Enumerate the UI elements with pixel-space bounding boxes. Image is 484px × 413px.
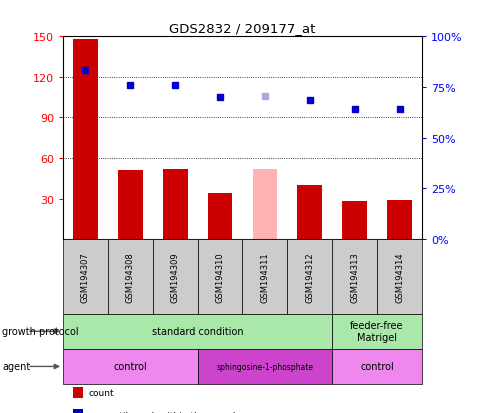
Bar: [386, 200, 411, 240]
Bar: [152, 240, 197, 314]
Bar: [252, 169, 277, 240]
Text: percentile rank within the sample: percentile rank within the sample: [88, 411, 241, 413]
Text: GSM194314: GSM194314: [394, 252, 403, 302]
Text: GSM194310: GSM194310: [215, 252, 224, 302]
Bar: [297, 185, 321, 240]
Bar: [118, 171, 142, 240]
Text: agent: agent: [2, 361, 30, 372]
Bar: [73, 40, 98, 240]
Bar: [63, 349, 197, 384]
Title: GDS2832 / 209177_at: GDS2832 / 209177_at: [169, 21, 315, 35]
Text: GSM194313: GSM194313: [349, 252, 359, 302]
Text: GSM194311: GSM194311: [260, 252, 269, 302]
Bar: [63, 314, 332, 349]
Text: control: control: [360, 361, 393, 372]
Text: count: count: [88, 388, 114, 397]
Bar: [332, 240, 376, 314]
Bar: [242, 240, 287, 314]
Text: standard condition: standard condition: [151, 326, 243, 337]
Text: GSM194307: GSM194307: [81, 252, 90, 302]
Text: growth protocol: growth protocol: [2, 326, 79, 337]
Bar: [197, 240, 242, 314]
Bar: [207, 194, 232, 240]
Text: feeder-free
Matrigel: feeder-free Matrigel: [349, 320, 403, 342]
Bar: [163, 169, 187, 240]
Bar: [332, 349, 421, 384]
Bar: [287, 240, 332, 314]
Bar: [107, 240, 152, 314]
Text: GSM194309: GSM194309: [170, 252, 180, 302]
Text: GSM194308: GSM194308: [125, 252, 135, 302]
Bar: [63, 240, 107, 314]
Bar: [342, 202, 366, 240]
Text: control: control: [113, 361, 147, 372]
Text: sphingosine-1-phosphate: sphingosine-1-phosphate: [216, 362, 313, 371]
Bar: [197, 349, 332, 384]
Bar: [332, 314, 421, 349]
Bar: [376, 240, 421, 314]
Text: GSM194312: GSM194312: [304, 252, 314, 302]
